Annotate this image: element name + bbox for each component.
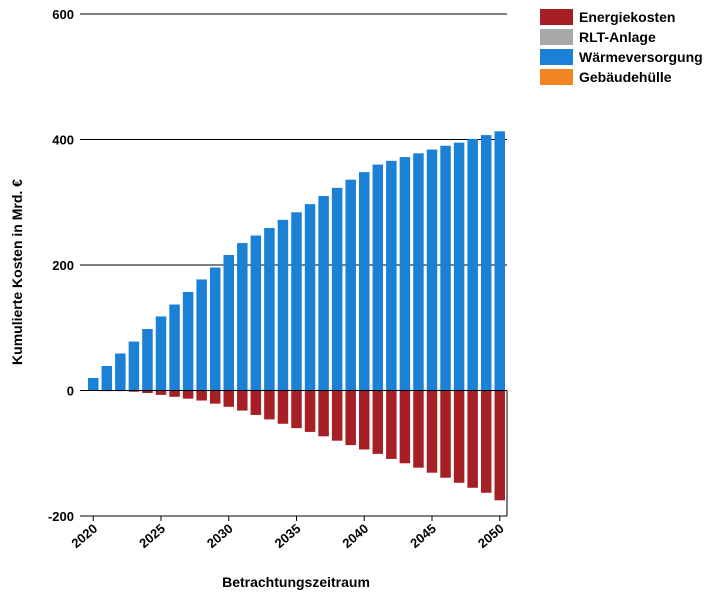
bar xyxy=(237,390,248,411)
legend-swatch xyxy=(540,69,573,85)
bar xyxy=(480,135,492,391)
x-tick-label: 2030 xyxy=(204,521,236,551)
bar xyxy=(494,131,505,391)
bar xyxy=(142,390,153,394)
bar xyxy=(426,390,438,473)
bar xyxy=(182,390,194,399)
bar xyxy=(223,390,234,407)
bar xyxy=(413,390,424,468)
x-tick-label: 2025 xyxy=(136,521,168,551)
bar xyxy=(318,390,329,437)
y-tick-label: 0 xyxy=(67,384,74,399)
bar xyxy=(453,390,465,483)
bar xyxy=(101,366,113,391)
bar xyxy=(291,390,302,429)
axis-layer: -200 0 200 400 600 2020 2025 2030 2035 2040 2045 20… xyxy=(48,7,508,551)
bar-layer xyxy=(88,131,505,501)
x-tick-label: 2045 xyxy=(407,521,439,551)
legend-swatch xyxy=(540,9,573,25)
bar xyxy=(277,219,289,391)
bar xyxy=(494,390,505,501)
bar xyxy=(115,353,126,391)
bar xyxy=(467,138,478,391)
bar xyxy=(209,267,221,391)
y-tick-label: 600 xyxy=(52,7,74,22)
bar xyxy=(237,243,248,391)
bar xyxy=(386,160,397,391)
bar xyxy=(128,390,140,392)
bar xyxy=(372,164,384,391)
bar xyxy=(331,390,343,441)
bar xyxy=(250,390,262,415)
bar xyxy=(426,149,438,391)
bar xyxy=(155,316,167,391)
bar xyxy=(359,390,370,450)
bar xyxy=(196,279,207,391)
bar xyxy=(304,390,316,432)
bar xyxy=(264,227,275,391)
bar xyxy=(440,145,451,391)
bar xyxy=(399,390,411,464)
bar xyxy=(372,390,384,454)
bar xyxy=(291,212,302,391)
bar xyxy=(453,142,465,391)
bar xyxy=(182,291,194,391)
bar xyxy=(440,390,451,478)
y-tick-label: -200 xyxy=(48,509,74,524)
bar xyxy=(331,187,343,391)
x-tick-label: 2050 xyxy=(475,521,507,551)
x-tick-label: 2040 xyxy=(339,521,371,551)
bar xyxy=(223,254,234,391)
y-axis-title: Kumulierte Kosten in Mrd. € xyxy=(9,179,25,365)
legend-label: Gebäudehülle xyxy=(579,69,672,85)
legend-label: Wärmeversorgung xyxy=(579,49,703,65)
bar xyxy=(386,390,397,459)
bar xyxy=(467,390,478,488)
bar xyxy=(155,390,167,395)
bar xyxy=(345,179,356,391)
x-axis-title: Betrachtungszeitraum xyxy=(222,574,370,590)
bar xyxy=(318,195,329,391)
bar xyxy=(128,341,140,391)
bar xyxy=(250,235,262,391)
bar xyxy=(196,390,207,401)
x-tick-label: 2035 xyxy=(272,521,304,551)
bar xyxy=(169,304,180,391)
bar xyxy=(399,157,411,391)
legend: Energiekosten RLT-Anlage Wärmeversorgung Ge… xyxy=(540,9,703,85)
bar xyxy=(304,204,316,391)
legend-swatch xyxy=(540,49,573,65)
bar xyxy=(480,390,492,493)
bar xyxy=(277,390,289,424)
bar xyxy=(359,172,370,391)
bar xyxy=(209,390,221,404)
bar xyxy=(169,390,180,397)
bar xyxy=(413,153,424,391)
bar xyxy=(142,329,153,391)
bar xyxy=(345,390,356,446)
legend-swatch xyxy=(540,29,573,45)
legend-label: RLT-Anlage xyxy=(579,29,656,45)
legend-label: Energiekosten xyxy=(579,9,675,25)
y-tick-label: 400 xyxy=(52,133,74,148)
bar xyxy=(88,377,99,391)
y-tick-label: 200 xyxy=(52,258,74,273)
x-tick-label: 2020 xyxy=(68,521,100,551)
bar xyxy=(264,390,275,420)
